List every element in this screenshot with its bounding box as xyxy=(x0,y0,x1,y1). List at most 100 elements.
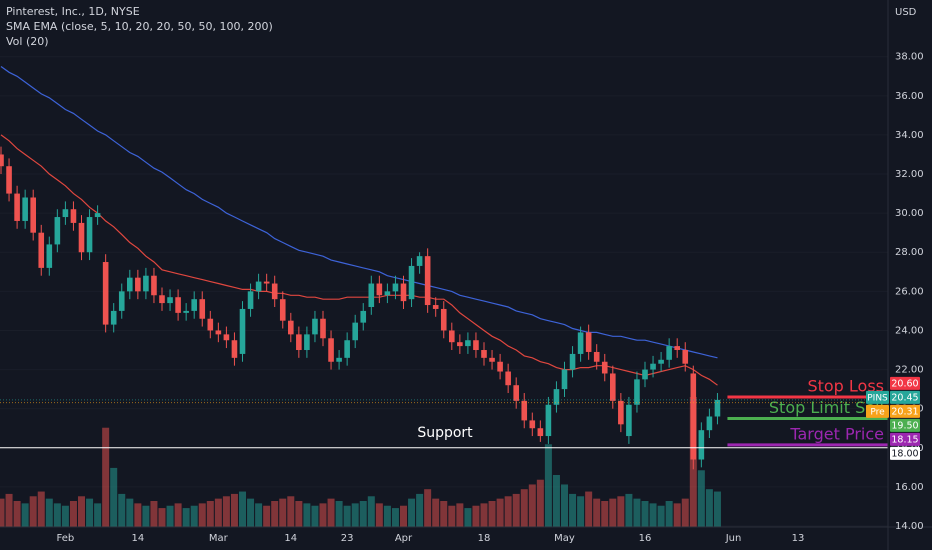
volume-bar xyxy=(78,496,85,527)
level-label: Stop Loss xyxy=(807,376,884,395)
candle-body xyxy=(481,350,487,358)
candle-body xyxy=(505,371,511,386)
volume-bar xyxy=(480,503,488,527)
volume-bar xyxy=(230,493,238,527)
volume-bar xyxy=(448,505,456,527)
volume-bar xyxy=(279,498,287,527)
volume-bar xyxy=(287,496,295,527)
candle-body xyxy=(465,340,471,347)
candle-body xyxy=(610,373,616,401)
candle-body xyxy=(263,281,270,284)
volume-bar xyxy=(657,505,665,527)
volume-bar xyxy=(158,508,166,527)
volume-bar xyxy=(69,501,77,527)
volume-bar xyxy=(45,498,53,527)
candle-body xyxy=(642,369,648,380)
candle-body xyxy=(102,262,109,325)
price-tag xyxy=(890,390,920,404)
volume-bar xyxy=(416,493,424,527)
candle-body xyxy=(191,299,197,311)
candle-body xyxy=(151,275,157,296)
volume-bar xyxy=(400,505,407,527)
candle-body xyxy=(215,330,222,335)
y-tick-label: 28.00 xyxy=(895,247,924,258)
price-tag-value: 18.15 xyxy=(891,434,918,445)
candle-body xyxy=(513,385,519,401)
candle-body xyxy=(360,310,367,323)
price-tag-name: Pre xyxy=(870,407,885,417)
candle-body xyxy=(352,322,358,341)
volume-bar xyxy=(625,493,633,527)
volume-bar xyxy=(134,503,142,527)
candle-body xyxy=(118,291,125,311)
candle-body xyxy=(384,291,391,296)
volume-bar xyxy=(343,505,351,527)
y-tick-label: 30.00 xyxy=(895,208,924,219)
candle-body xyxy=(440,308,447,331)
volume-bar xyxy=(552,475,560,527)
candle-body xyxy=(255,281,262,292)
candle-body xyxy=(618,400,624,425)
volume-bar xyxy=(13,501,21,527)
candle-body xyxy=(497,361,503,372)
volume-bar xyxy=(641,501,649,527)
volume-bar xyxy=(472,505,480,527)
candle-body xyxy=(320,318,326,339)
candle-body xyxy=(392,283,399,292)
candle-body xyxy=(706,416,713,431)
volume-bar xyxy=(214,498,222,527)
y-tick-label: 16.00 xyxy=(895,482,924,493)
y-tick-label: 36.00 xyxy=(895,91,924,102)
candle-body xyxy=(400,283,407,302)
volume-bar xyxy=(673,503,681,527)
volume-bar xyxy=(504,496,512,527)
price-tag xyxy=(890,376,920,390)
candle-body xyxy=(585,332,592,352)
candle-body xyxy=(30,197,36,233)
y-tick-label: 34.00 xyxy=(895,130,924,141)
volume-bar xyxy=(271,501,279,527)
volume-bar xyxy=(520,489,528,527)
volume-bar xyxy=(263,505,271,527)
volume-bar xyxy=(303,503,311,527)
candle-body xyxy=(473,340,479,351)
volume-bar xyxy=(142,505,150,527)
candle-body xyxy=(658,359,664,364)
volume-bar xyxy=(440,501,448,527)
volume-bar xyxy=(239,491,246,527)
candle-body xyxy=(183,310,189,313)
candle-body xyxy=(328,338,334,362)
volume-bar xyxy=(544,444,552,527)
candle-body xyxy=(344,340,350,358)
volume-bar xyxy=(713,491,721,527)
volume-bar xyxy=(86,498,94,527)
volume-bar xyxy=(37,491,45,527)
candle-body xyxy=(94,213,101,218)
volume-bar xyxy=(29,496,37,527)
volume-bar xyxy=(335,501,343,527)
volume-bar xyxy=(424,489,432,527)
volume-bar xyxy=(247,498,255,527)
volume-bar xyxy=(512,493,520,527)
candle-body xyxy=(601,361,608,374)
volume-bar xyxy=(681,498,689,527)
volume-bar xyxy=(319,503,327,527)
candle-body xyxy=(577,332,584,354)
volume-bar xyxy=(110,467,118,527)
candle-body xyxy=(714,399,721,417)
x-tick-label: 23 xyxy=(341,533,354,544)
y-tick-label: 32.00 xyxy=(895,169,924,180)
price-tag-value: 20.31 xyxy=(891,406,918,417)
candle-body xyxy=(46,244,53,268)
candle-body xyxy=(545,404,552,437)
candle-body xyxy=(288,320,294,335)
price-tag-name: PINS xyxy=(867,393,888,403)
volume-bar xyxy=(174,503,182,527)
moving-average-line xyxy=(0,66,718,359)
indicator-label: Vol (20) xyxy=(6,35,49,48)
price-tag xyxy=(890,446,920,460)
chart-title: Pinterest, Inc., 1D, NYSE xyxy=(6,5,140,18)
y-tick-label: 24.00 xyxy=(895,325,924,336)
